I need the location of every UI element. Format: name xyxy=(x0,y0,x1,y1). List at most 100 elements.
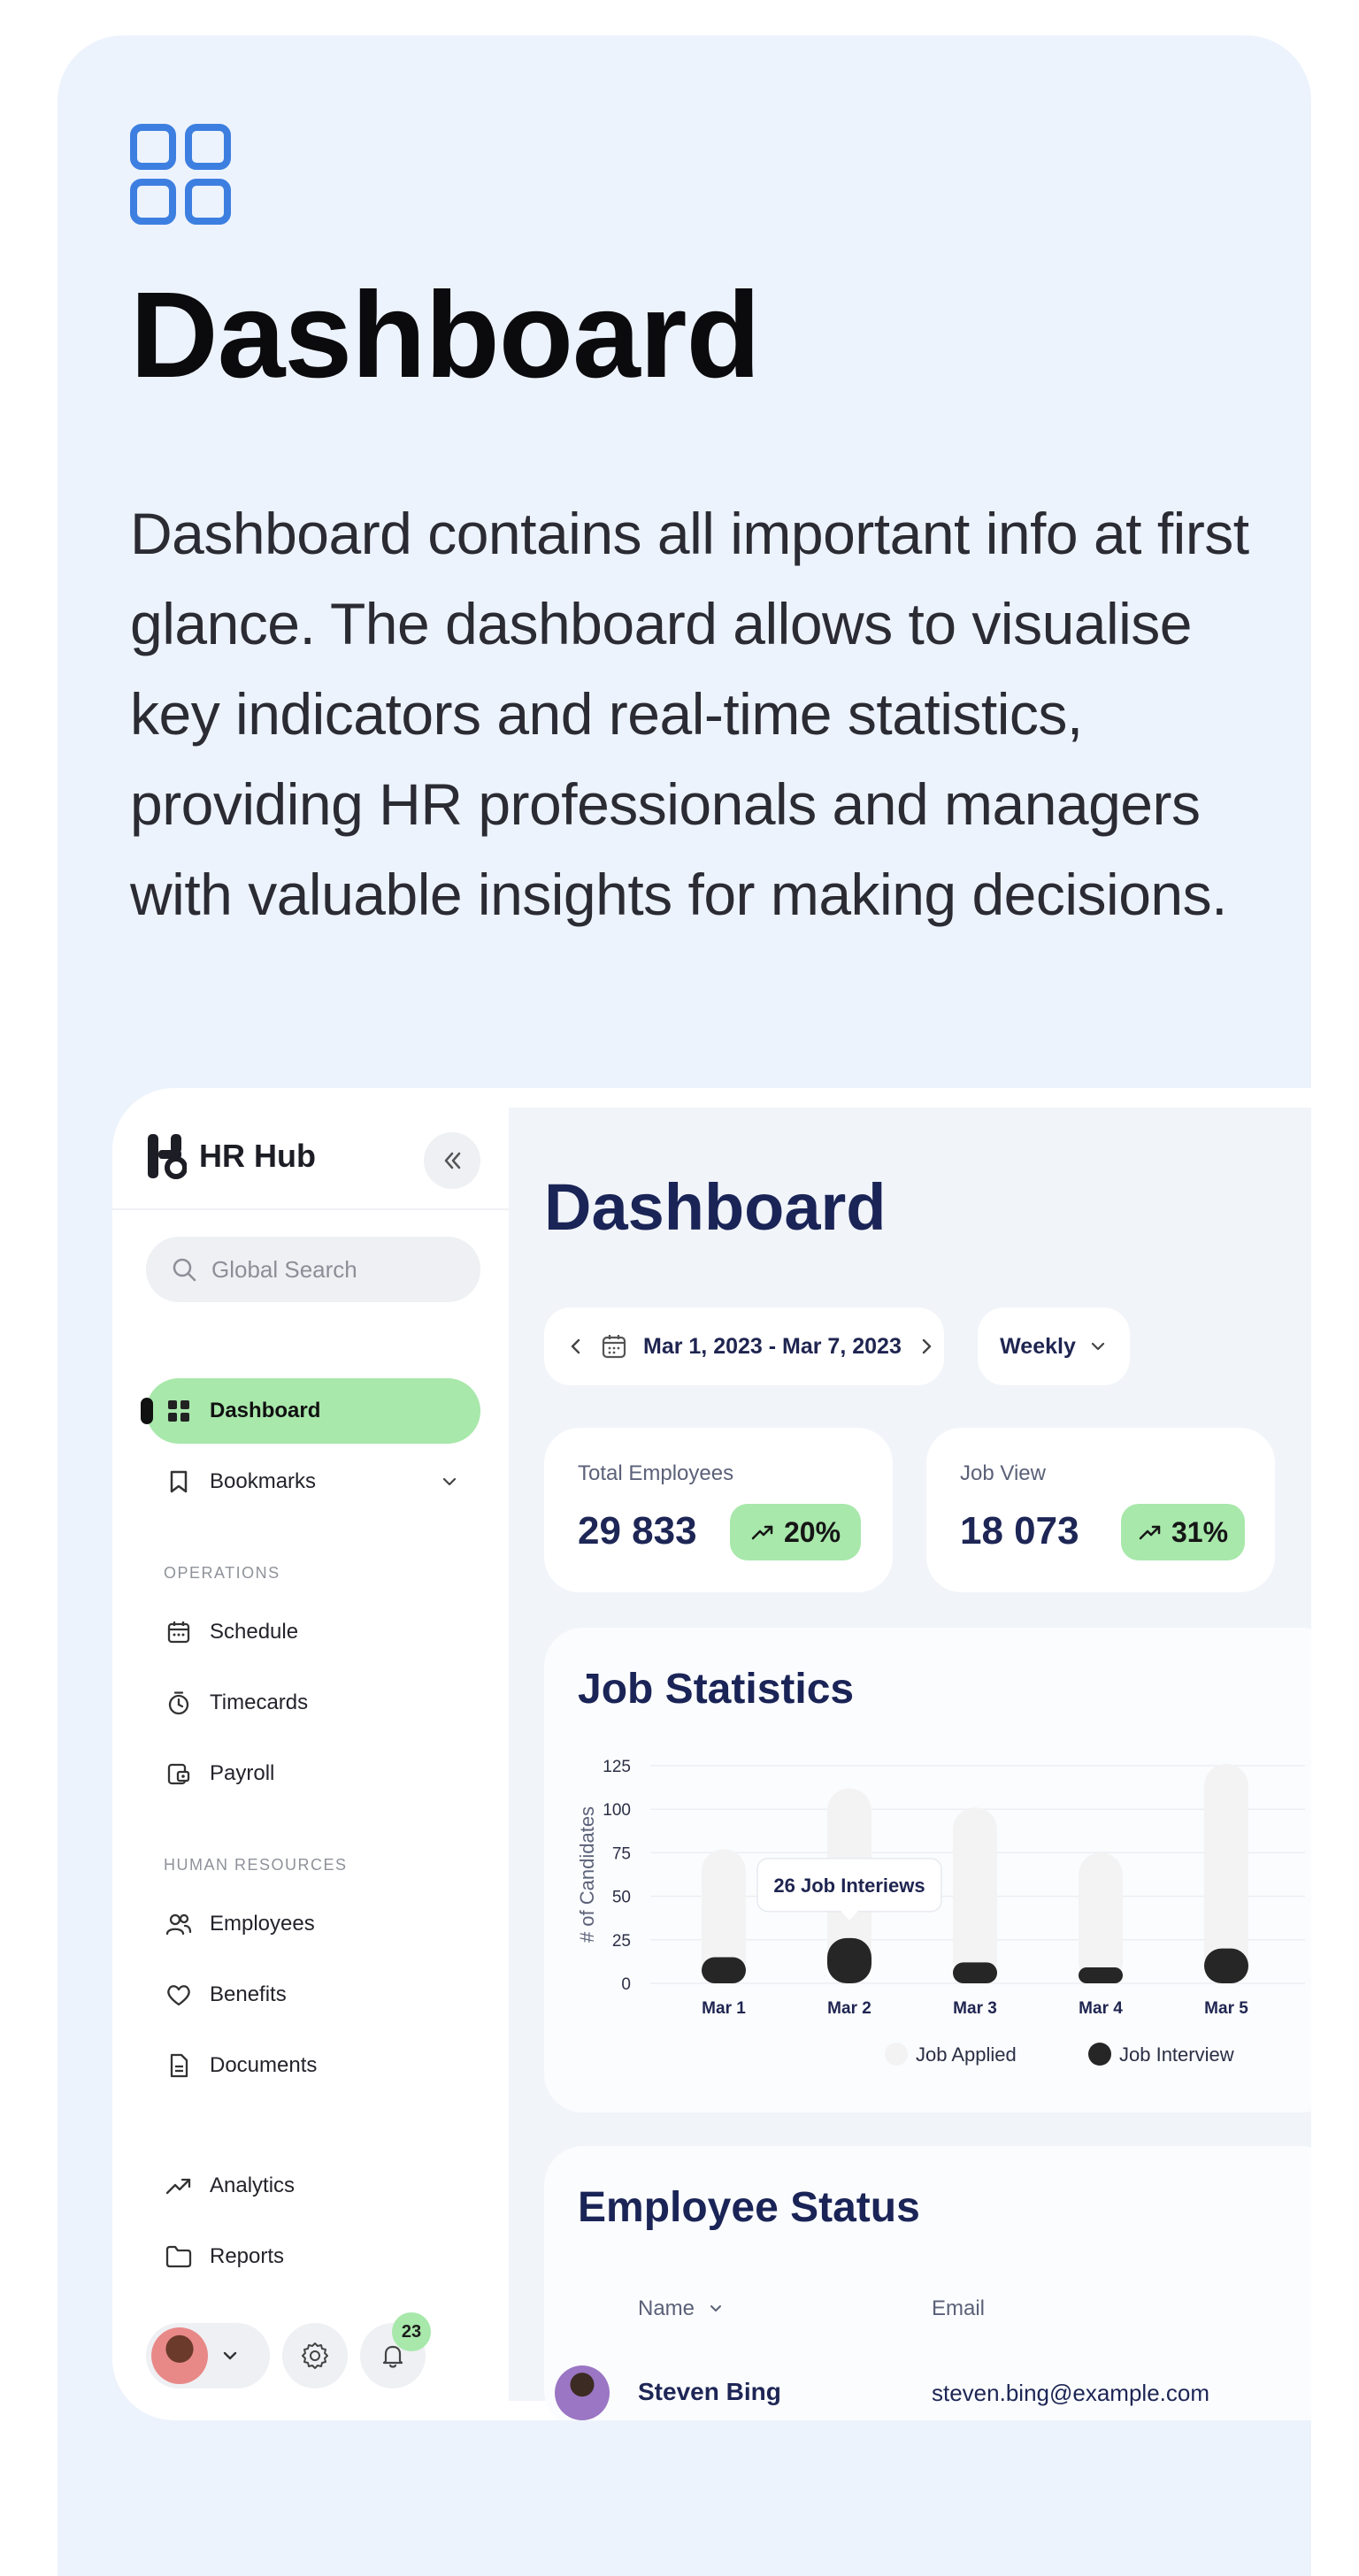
sidebar-item-employees[interactable]: Employees xyxy=(146,1891,480,1957)
stat-value: 29 833 xyxy=(578,1509,697,1552)
sidebar-item-label: Dashboard xyxy=(210,1399,321,1422)
stat-card-job-view[interactable]: Job View 18 073 31% xyxy=(926,1428,1275,1592)
chevron-right-icon[interactable] xyxy=(918,1336,935,1357)
settings-button[interactable] xyxy=(282,2323,348,2388)
grid-icon xyxy=(130,124,231,225)
sidebar-item-analytics[interactable]: Analytics xyxy=(146,2153,480,2219)
stat-change-badge: 20% xyxy=(730,1504,861,1560)
sidebar-item-label: Employees xyxy=(210,1912,315,1936)
date-range-text: Mar 1, 2023 - Mar 7, 2023 xyxy=(643,1333,902,1359)
employee-email[interactable]: steven.bing@example.com xyxy=(932,2380,1209,2406)
legend-label-job-applied: Job Applied xyxy=(916,2043,1017,2066)
sidebar-item-label: Payroll xyxy=(210,1761,275,1785)
hero-description: Dashboard contains all important info at… xyxy=(130,501,1249,927)
x-tick-label: Mar 4 xyxy=(1079,1999,1123,2018)
global-search[interactable] xyxy=(146,1237,480,1302)
sidebar-item-timecards[interactable]: Timecards xyxy=(146,1670,480,1736)
trend-icon xyxy=(165,2173,192,2199)
page-title: Dashboard xyxy=(544,1170,887,1244)
section-label-human-resources: HUMAN RESOURCES xyxy=(164,1856,348,1874)
chevron-down-icon xyxy=(223,2351,237,2360)
document-icon xyxy=(165,2052,192,2079)
active-indicator xyxy=(141,1398,153,1424)
sidebar-item-label: Documents xyxy=(210,2053,318,2077)
bar-job-interview xyxy=(827,1937,871,1983)
bar-job-interview xyxy=(1079,1967,1123,1983)
sidebar-item-documents[interactable]: Documents xyxy=(146,2033,480,2098)
employee-status-card: Employee Status Name Email Steven Bing s… xyxy=(544,2146,1311,2420)
stat-card-total-employees[interactable]: Total Employees 29 833 20% xyxy=(544,1428,893,1592)
y-tick-label: 50 xyxy=(612,1889,631,1907)
legend-label-job-interview: Job Interview xyxy=(1119,2043,1234,2066)
stat-label: Total Employees xyxy=(578,1461,734,1485)
bar-job-interview xyxy=(702,1957,746,1983)
job-statistics-title: Job Statistics xyxy=(578,1666,855,1713)
period-select[interactable]: Weekly xyxy=(978,1307,1130,1385)
employee-name[interactable]: Steven Bing xyxy=(638,2378,781,2405)
gear-icon xyxy=(302,2342,328,2369)
sidebar-item-label: Schedule xyxy=(210,1620,299,1644)
chevron-down-icon xyxy=(710,2305,722,2312)
grid-icon xyxy=(165,1398,192,1424)
sidebar-item-schedule[interactable]: Schedule xyxy=(146,1599,480,1665)
search-input[interactable] xyxy=(211,1255,441,1284)
collapse-sidebar-button[interactable] xyxy=(424,1132,480,1189)
sidebar-item-dashboard[interactable]: Dashboard xyxy=(141,1378,480,1444)
hero-title: Dashboard xyxy=(130,267,761,403)
y-tick-label: 75 xyxy=(612,1844,631,1863)
stat-value: 18 073 xyxy=(960,1509,1079,1552)
period-value: Weekly xyxy=(1000,1333,1076,1359)
hr-hub-logo-icon xyxy=(148,1134,187,1179)
sidebar: HR Hub Dashboard xyxy=(112,1088,509,2420)
trend-up-icon xyxy=(1139,1525,1161,1540)
sidebar-item-label: Timecards xyxy=(210,1690,309,1714)
trend-up-icon xyxy=(751,1525,773,1540)
app-window: HR Hub Dashboard xyxy=(112,1088,1311,2420)
job-statistics-card: Job Statistics 0 25 50 75 100 125 # of Candida… xyxy=(544,1628,1311,2112)
column-header-email[interactable]: Email xyxy=(932,2296,985,2321)
bar-job-interview xyxy=(1204,1948,1248,1983)
folder-icon xyxy=(165,2243,192,2270)
double-chevron-left-icon xyxy=(444,1152,461,1169)
payroll-icon xyxy=(165,1760,192,1787)
sidebar-item-reports[interactable]: Reports xyxy=(146,2224,480,2289)
stat-change-badge: 31% xyxy=(1121,1504,1245,1560)
job-statistics-chart: 0 25 50 75 100 125 # of Candidates Mar 1 Mar 2 Ma… xyxy=(576,1758,1305,2066)
calendar-icon xyxy=(165,1619,192,1645)
legend-swatch-job-interview xyxy=(1088,2043,1111,2066)
sidebar-item-benefits[interactable]: Benefits xyxy=(146,1962,480,2028)
sidebar-item-label: Benefits xyxy=(210,1982,287,2006)
employee-status-title: Employee Status xyxy=(578,2184,920,2231)
sidebar-item-label: Reports xyxy=(210,2244,285,2268)
feature-panel: Dashboard Dashboard contains all importa… xyxy=(58,35,1311,2576)
notification-badge: 23 xyxy=(392,2312,431,2351)
stat-change-value: 31% xyxy=(1171,1515,1229,1548)
users-icon xyxy=(165,1911,192,1937)
y-axis-label: # of Candidates xyxy=(576,1806,598,1943)
sidebar-item-bookmarks[interactable]: Bookmarks xyxy=(146,1449,480,1514)
section-label-operations: OPERATIONS xyxy=(164,1564,280,1582)
sidebar-item-label: Bookmarks xyxy=(210,1469,317,1493)
bar-job-applied xyxy=(702,1849,746,1983)
chevron-down-icon xyxy=(1091,1342,1104,1351)
brand[interactable]: HR Hub xyxy=(146,1132,316,1180)
heart-icon xyxy=(165,1982,192,2008)
avatar xyxy=(151,2327,208,2384)
chevron-down-icon xyxy=(442,1477,457,1486)
notifications-button[interactable]: 23 xyxy=(360,2312,431,2388)
date-range-picker[interactable]: Mar 1, 2023 - Mar 7, 2023 xyxy=(544,1307,944,1385)
bar-job-applied xyxy=(953,1807,997,1983)
y-tick-label: 0 xyxy=(621,1975,631,1994)
x-tick-label: Mar 5 xyxy=(1204,1999,1248,2018)
search-icon xyxy=(173,1258,196,1282)
column-header-name[interactable]: Name xyxy=(638,2296,725,2321)
brand-name: HR Hub xyxy=(199,1138,316,1174)
bookmark-icon xyxy=(165,1468,192,1495)
sidebar-divider xyxy=(112,1208,509,1210)
sidebar-item-payroll[interactable]: Payroll xyxy=(146,1741,480,1806)
y-tick-label: 25 xyxy=(612,1932,631,1951)
chevron-left-icon[interactable] xyxy=(567,1336,585,1357)
calendar-icon xyxy=(602,1335,626,1359)
user-menu[interactable] xyxy=(146,2323,270,2388)
y-tick-label: 125 xyxy=(603,1758,631,1776)
